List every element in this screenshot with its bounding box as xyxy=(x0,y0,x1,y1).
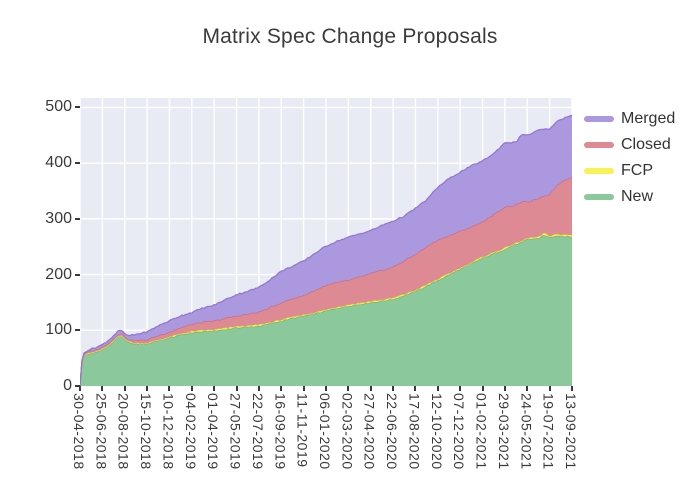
legend-item-merged: Merged xyxy=(584,106,675,132)
x-tick-label: 20-08-2018 xyxy=(115,393,132,470)
y-tick-label: 100 xyxy=(45,321,72,339)
legend-label: Merged xyxy=(621,110,676,127)
x-tick-label: 24-05-2021 xyxy=(518,393,535,470)
x-tick-label: 07-12-2020 xyxy=(451,393,468,470)
x-tick-mark xyxy=(392,386,395,391)
y-tick-label: 500 xyxy=(45,98,72,116)
chart-title: Matrix Spec Change Proposals xyxy=(202,25,498,48)
legend-swatch-icon xyxy=(584,116,614,122)
x-tick-label: 19-07-2021 xyxy=(540,393,557,470)
x-tick-mark xyxy=(481,386,484,391)
x-tick-label: 01-02-2021 xyxy=(473,393,490,470)
y-tick-mark xyxy=(75,162,80,165)
legend-swatch-icon xyxy=(584,168,614,174)
x-tick-mark xyxy=(414,386,417,391)
x-tick-label: 10-12-2018 xyxy=(160,393,177,470)
stacked-area-chart xyxy=(80,98,572,386)
x-tick-label: 27-05-2019 xyxy=(227,393,244,470)
x-tick-mark xyxy=(123,386,126,391)
y-tick-label: 400 xyxy=(45,154,72,172)
legend-label: FCP xyxy=(621,162,653,179)
x-tick-label: 02-03-2020 xyxy=(339,393,356,470)
x-tick-mark xyxy=(235,386,238,391)
x-tick-mark xyxy=(436,386,439,391)
y-tick-mark xyxy=(75,217,80,220)
y-tick-mark xyxy=(75,385,80,387)
area-edge-merged xyxy=(80,114,572,386)
x-tick-label: 12-10-2020 xyxy=(428,393,445,470)
area-edge-fcp xyxy=(80,232,572,386)
x-tick-mark xyxy=(257,386,260,391)
y-tick-mark xyxy=(75,273,80,276)
x-tick-mark xyxy=(101,386,104,391)
area-merged xyxy=(80,115,572,386)
x-tick-mark xyxy=(459,386,462,391)
x-tick-mark xyxy=(548,386,551,391)
x-tick-mark xyxy=(302,386,305,391)
legend-swatch-icon xyxy=(584,194,614,200)
x-tick-mark xyxy=(503,386,506,391)
x-tick-mark xyxy=(168,386,171,391)
legend-label: New xyxy=(621,188,654,205)
legend: Merged Closed FCP New xyxy=(584,106,675,210)
x-tick-label: 25-06-2018 xyxy=(93,393,110,470)
y-tick-label: 0 xyxy=(63,377,72,394)
area-series xyxy=(80,114,572,386)
legend-item-closed: Closed xyxy=(584,132,675,158)
x-tick-label: 17-08-2020 xyxy=(406,393,423,470)
y-tick-label: 300 xyxy=(45,209,72,227)
x-tick-label: 11-11-2019 xyxy=(294,393,311,468)
legend-label: Closed xyxy=(621,136,671,153)
area-new xyxy=(80,235,572,386)
legend-item-fcp: FCP xyxy=(584,158,675,184)
x-tick-mark xyxy=(526,386,529,391)
x-tick-label: 22-07-2019 xyxy=(249,393,266,470)
x-tick-label: 27-04-2020 xyxy=(361,393,378,470)
y-tick-mark xyxy=(75,329,80,332)
y-tick-label: 200 xyxy=(45,265,72,283)
x-tick-label: 30-04-2018 xyxy=(71,393,87,470)
legend-item-new: New xyxy=(584,184,675,210)
x-tick-mark xyxy=(79,386,81,391)
x-tick-label: 13-09-2021 xyxy=(563,393,579,470)
x-tick-mark xyxy=(347,386,350,391)
x-tick-label: 16-09-2019 xyxy=(272,393,289,470)
x-tick-mark xyxy=(190,386,193,391)
x-tick-label: 04-02-2019 xyxy=(182,393,199,470)
x-tick-label: 29-03-2021 xyxy=(495,393,512,470)
x-tick-mark xyxy=(280,386,283,391)
legend-swatch-icon xyxy=(584,142,614,148)
x-tick-label: 06-01-2020 xyxy=(317,393,333,470)
x-tick-label: 22-06-2020 xyxy=(384,393,401,470)
x-tick-mark xyxy=(571,386,573,391)
x-tick-mark xyxy=(146,386,149,391)
x-tick-label: 01-04-2019 xyxy=(205,393,222,470)
x-tick-mark xyxy=(213,386,216,391)
area-edge-closed xyxy=(80,176,572,386)
x-tick-mark xyxy=(369,386,372,391)
x-tick-label: 15-10-2018 xyxy=(138,393,155,470)
plot-area xyxy=(80,98,572,386)
x-tick-mark xyxy=(325,386,327,391)
y-tick-mark xyxy=(75,106,80,109)
